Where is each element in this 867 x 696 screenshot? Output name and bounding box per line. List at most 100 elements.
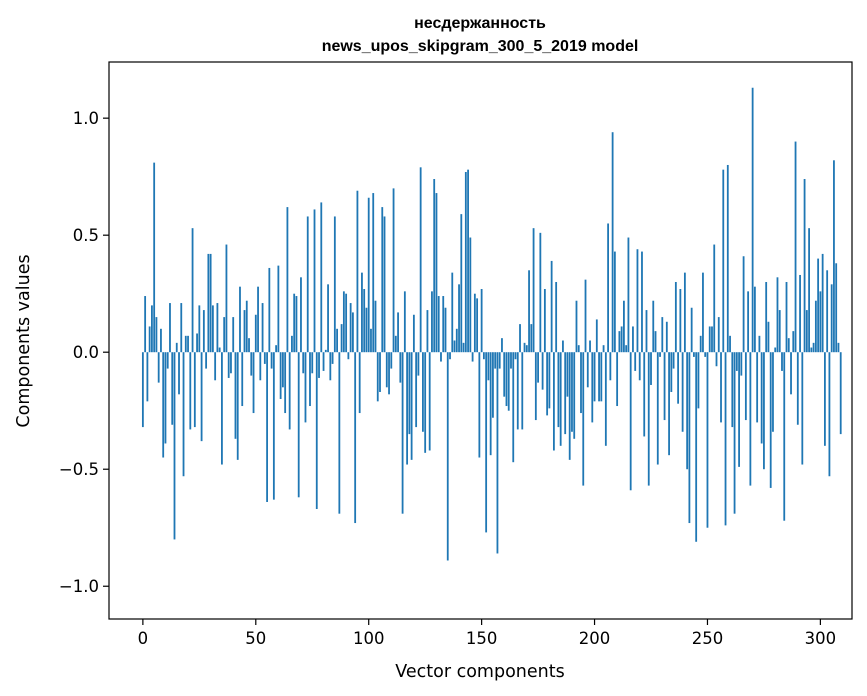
bar-108	[385, 352, 388, 388]
bar-64	[286, 207, 289, 353]
bar-225	[650, 352, 652, 385]
bar-291	[799, 274, 801, 353]
bar-250	[706, 352, 709, 528]
x-tick-label: 300	[805, 629, 837, 648]
bar-248	[702, 272, 704, 353]
bar-133	[442, 296, 445, 353]
bar-9	[162, 352, 165, 458]
bar-118	[408, 352, 411, 435]
bar-194	[580, 352, 582, 414]
bar-253	[713, 244, 716, 353]
bar-308	[837, 342, 840, 353]
bar-175	[537, 352, 539, 383]
bar-132	[440, 352, 442, 362]
bar-178	[543, 289, 546, 353]
bar-44	[241, 352, 244, 407]
y-axis-ticks: −1.0 −0.5 0.0 0.5 1.0	[59, 109, 109, 596]
bar-20	[187, 335, 189, 353]
bar-111	[392, 188, 395, 353]
bar-164	[512, 352, 515, 463]
bar-46	[245, 300, 248, 353]
bar-287	[790, 352, 792, 395]
bar-278	[769, 352, 772, 488]
bar-283	[781, 352, 783, 371]
bar-185	[559, 352, 562, 446]
bar-281	[776, 277, 779, 353]
bar-109	[388, 352, 390, 395]
bar-61	[279, 352, 282, 400]
bar-264	[738, 352, 740, 467]
bar-76	[313, 209, 316, 353]
bar-94	[354, 352, 357, 524]
bar-215	[627, 237, 630, 353]
bar-295	[808, 228, 810, 353]
bar-188	[566, 352, 569, 397]
bar-36	[223, 317, 226, 353]
bar-31	[211, 305, 214, 353]
bar-306	[833, 160, 835, 353]
bar-275	[763, 352, 765, 470]
bar-292	[801, 352, 804, 465]
bar-71	[302, 352, 305, 374]
bar-213	[623, 300, 625, 353]
bar-157	[496, 352, 499, 554]
bar-27	[202, 310, 205, 353]
bar-90	[345, 293, 348, 353]
x-tick-label: 0	[138, 629, 149, 648]
bar-285	[785, 281, 788, 353]
bar-179	[546, 352, 549, 416]
bar-112	[394, 335, 397, 353]
bar-11	[166, 352, 169, 369]
bar-88	[340, 324, 343, 353]
bar-45	[243, 310, 246, 353]
bar-85	[333, 216, 336, 353]
bar-208	[611, 132, 614, 353]
bar-204	[602, 345, 605, 353]
bar-34	[218, 347, 221, 353]
bar-236	[674, 281, 677, 353]
bar-145	[469, 237, 472, 353]
x-tick-label: 100	[353, 629, 385, 648]
bar-1	[144, 296, 147, 353]
bar-12	[169, 303, 171, 353]
bar-252	[711, 326, 713, 353]
bar-148	[476, 298, 479, 353]
bar-68	[295, 296, 298, 353]
bar-247	[699, 335, 702, 353]
bar-28	[205, 352, 208, 369]
bar-294	[805, 310, 808, 353]
bar-224	[647, 352, 650, 486]
bar-230	[661, 317, 664, 353]
bar-5	[153, 162, 156, 353]
bar-93	[351, 312, 354, 353]
bar-206	[607, 223, 610, 353]
bar-286	[787, 338, 790, 353]
bar-101	[370, 328, 372, 353]
bar-95	[356, 190, 359, 353]
bar-22	[191, 228, 194, 353]
bar-272	[756, 352, 759, 423]
bar-60	[277, 265, 280, 353]
bar-25	[198, 305, 201, 353]
bar-91	[347, 352, 350, 360]
bar-199	[591, 352, 594, 423]
bar-174	[534, 352, 537, 421]
bar-258	[724, 352, 727, 526]
bar-40	[232, 317, 235, 353]
bar-219	[636, 249, 639, 353]
bar-29	[207, 253, 210, 353]
bar-237	[677, 352, 680, 404]
bar-231	[663, 352, 666, 421]
bar-106	[381, 207, 384, 353]
bar-279	[772, 352, 774, 432]
bar-158	[498, 352, 501, 369]
bar-113	[397, 312, 399, 353]
bar-4	[151, 305, 153, 353]
bar-39	[230, 352, 232, 374]
bar-53	[261, 303, 264, 353]
bar-55	[266, 352, 268, 502]
bar-297	[812, 342, 815, 353]
y-tick-label: 1.0	[73, 109, 99, 128]
bar-163	[510, 352, 512, 369]
